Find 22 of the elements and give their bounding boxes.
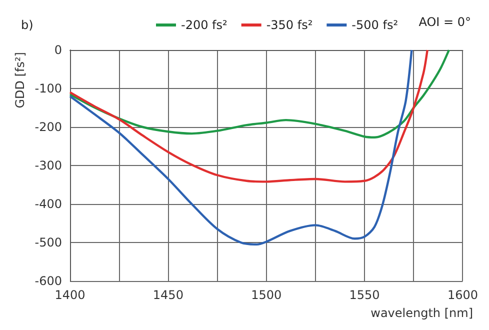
y-tick-label: -300 bbox=[34, 158, 62, 172]
y-axis-title: GDD [fs²] bbox=[13, 52, 27, 108]
legend-label: -350 fs² bbox=[266, 18, 313, 32]
y-tick-label: -200 bbox=[34, 120, 62, 134]
y-tick-label: -500 bbox=[34, 236, 62, 250]
y-tick-label: 0 bbox=[54, 43, 62, 57]
text: AOI = 0° bbox=[418, 15, 472, 29]
x-tick-label: 1600 bbox=[447, 288, 478, 302]
line-series bbox=[68, 48, 428, 183]
x-tick-label: 1450 bbox=[152, 288, 184, 302]
line-series bbox=[68, 48, 450, 138]
x-tick-label: 1400 bbox=[54, 288, 86, 302]
x-axis-title: wavelength [nm] bbox=[370, 306, 473, 320]
chart-title: b) bbox=[21, 18, 34, 32]
legend-label: -200 fs² bbox=[180, 18, 228, 32]
x-tick-label: 1550 bbox=[349, 288, 380, 302]
x-tick-label: 1500 bbox=[251, 288, 282, 302]
legend-label: -500 fs² bbox=[352, 18, 398, 32]
y-tick-label: -600 bbox=[34, 274, 62, 288]
line-series bbox=[68, 48, 413, 246]
y-tick-label: -100 bbox=[34, 82, 62, 96]
y-tick-label: -400 bbox=[34, 197, 62, 211]
